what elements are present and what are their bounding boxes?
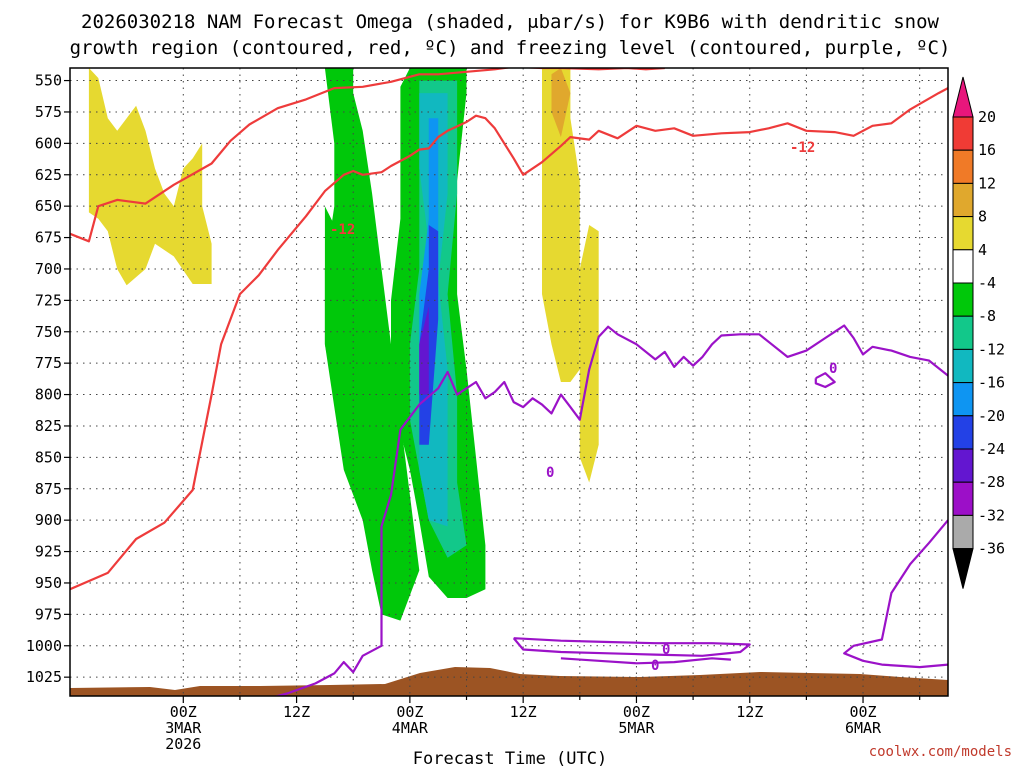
colorbar-label: -28 — [978, 473, 1005, 491]
colorbar: 20 16 12 8 4 -4 -8 -12 -16 -20 -24 -28 -32 -36 — [952, 76, 1005, 589]
y-tick-label: 750 — [35, 323, 62, 341]
terrain-fill — [70, 667, 948, 696]
colorbar-label: 16 — [978, 141, 996, 159]
y-axis: 550 575 600 625 650 675 700 725 750 775 800 825 850 8… — [26, 72, 70, 686]
x-tick-label: 2026 — [165, 735, 201, 753]
colorbar-label: -12 — [978, 340, 1005, 358]
colorbar-box — [952, 216, 974, 251]
y-tick-label: 900 — [35, 511, 62, 529]
colorbar-box — [952, 514, 974, 550]
colorbar-box — [952, 315, 974, 350]
colorbar-label: -8 — [978, 307, 996, 325]
x-tick-label: 00Z — [849, 703, 876, 721]
dgz-label-right: -12 — [790, 140, 815, 156]
colorbar-box — [952, 182, 974, 218]
y-tick-label: 825 — [35, 417, 62, 435]
y-tick-label: 875 — [35, 480, 62, 498]
freezing-label-surface-upper: 0 — [662, 642, 670, 658]
x-tick-label: 3MAR — [165, 719, 202, 737]
contour-line-2 — [273, 324, 948, 696]
y-tick-label: 575 — [35, 103, 62, 121]
x-tick-label: 00Z — [623, 703, 650, 721]
x-tick-label: 12Z — [510, 703, 537, 721]
colorbar-label: -32 — [978, 506, 1005, 524]
y-tick-label: 725 — [35, 291, 62, 309]
omega-region-1 — [324, 68, 420, 621]
colorbar-box — [952, 348, 974, 384]
colorbar-box — [952, 448, 974, 483]
colorbar-label: -24 — [978, 440, 1005, 458]
colorbar-box — [952, 249, 974, 284]
y-tick-label: 850 — [35, 448, 62, 466]
contour-line-3 — [814, 372, 836, 389]
x-tick-label: 00Z — [396, 703, 423, 721]
x-axis-label: Forecast Time (UTC) — [413, 749, 607, 768]
y-tick-label: 800 — [35, 386, 62, 404]
colorbar-box — [952, 481, 974, 516]
y-tick-label: 700 — [35, 260, 62, 278]
contour-line-0 — [70, 68, 665, 243]
y-tick-label: 950 — [35, 574, 62, 592]
y-tick-label: 925 — [35, 543, 62, 561]
colorbar-label: -16 — [978, 374, 1005, 392]
y-tick-label: 600 — [35, 134, 62, 152]
plot-frame — [69, 67, 949, 697]
colorbar-box — [952, 282, 974, 317]
x-tick-label: 12Z — [283, 703, 310, 721]
x-tick-label: 4MAR — [392, 719, 429, 737]
colorbar-label: 8 — [978, 208, 987, 226]
y-tick-label: 650 — [35, 197, 62, 215]
y-tick-label: 1000 — [26, 637, 62, 655]
colorbar-label: 4 — [978, 241, 987, 259]
contour-line-1 — [70, 87, 948, 591]
colorbar-label: 12 — [978, 174, 996, 192]
contour-line-6 — [843, 519, 948, 669]
dgz-label-left: -12 — [330, 222, 355, 238]
freezing-label-upper: 0 — [829, 361, 837, 377]
colorbar-label: -20 — [978, 407, 1005, 425]
chart-title-line-1: 2026030218 NAM Forecast Omega (shaded, μ… — [81, 11, 939, 33]
omega-shading-layer — [88, 68, 599, 621]
contour-line-5 — [560, 657, 731, 665]
omega-region-5 — [551, 68, 571, 138]
x-tick-label: 6MAR — [845, 719, 882, 737]
contour-layer — [70, 68, 948, 696]
omega-region-10 — [419, 306, 429, 395]
omega-region-3 — [542, 68, 580, 382]
colorbar-label: 20 — [978, 108, 996, 126]
colorbar-box — [952, 149, 974, 184]
y-tick-label: 550 — [35, 72, 62, 90]
contour-line-4 — [512, 637, 751, 657]
freezing-label-mid: 0 — [546, 465, 554, 481]
x-tick-label: 12Z — [736, 703, 763, 721]
y-tick-label: 625 — [35, 166, 62, 184]
y-tick-label: 675 — [35, 229, 62, 247]
colorbar-bottom-arrow — [952, 548, 974, 589]
freezing-label-surface-lower: 0 — [651, 658, 659, 674]
grid-layer — [70, 68, 948, 696]
credit-text: coolwx.com/models — [869, 744, 1012, 760]
omega-region-11 — [324, 206, 344, 395]
x-tick-label: 5MAR — [618, 719, 655, 737]
colorbar-box — [952, 415, 974, 450]
x-tick-label: 00Z — [170, 703, 197, 721]
colorbar-box — [952, 382, 974, 417]
omega-region-2 — [88, 68, 212, 286]
colorbar-label: -4 — [978, 274, 996, 292]
colorbar-box — [952, 116, 974, 151]
omega-region-4 — [579, 225, 599, 483]
colorbar-label: -36 — [978, 540, 1005, 558]
terrain-layer — [70, 667, 948, 696]
y-tick-label: 775 — [35, 354, 62, 372]
chart-title-line-2: growth region (contoured, red, ºC) and f… — [70, 37, 951, 59]
y-tick-label: 975 — [35, 605, 62, 623]
y-tick-label: 1025 — [26, 668, 62, 686]
colorbar-top-arrow — [952, 76, 974, 118]
